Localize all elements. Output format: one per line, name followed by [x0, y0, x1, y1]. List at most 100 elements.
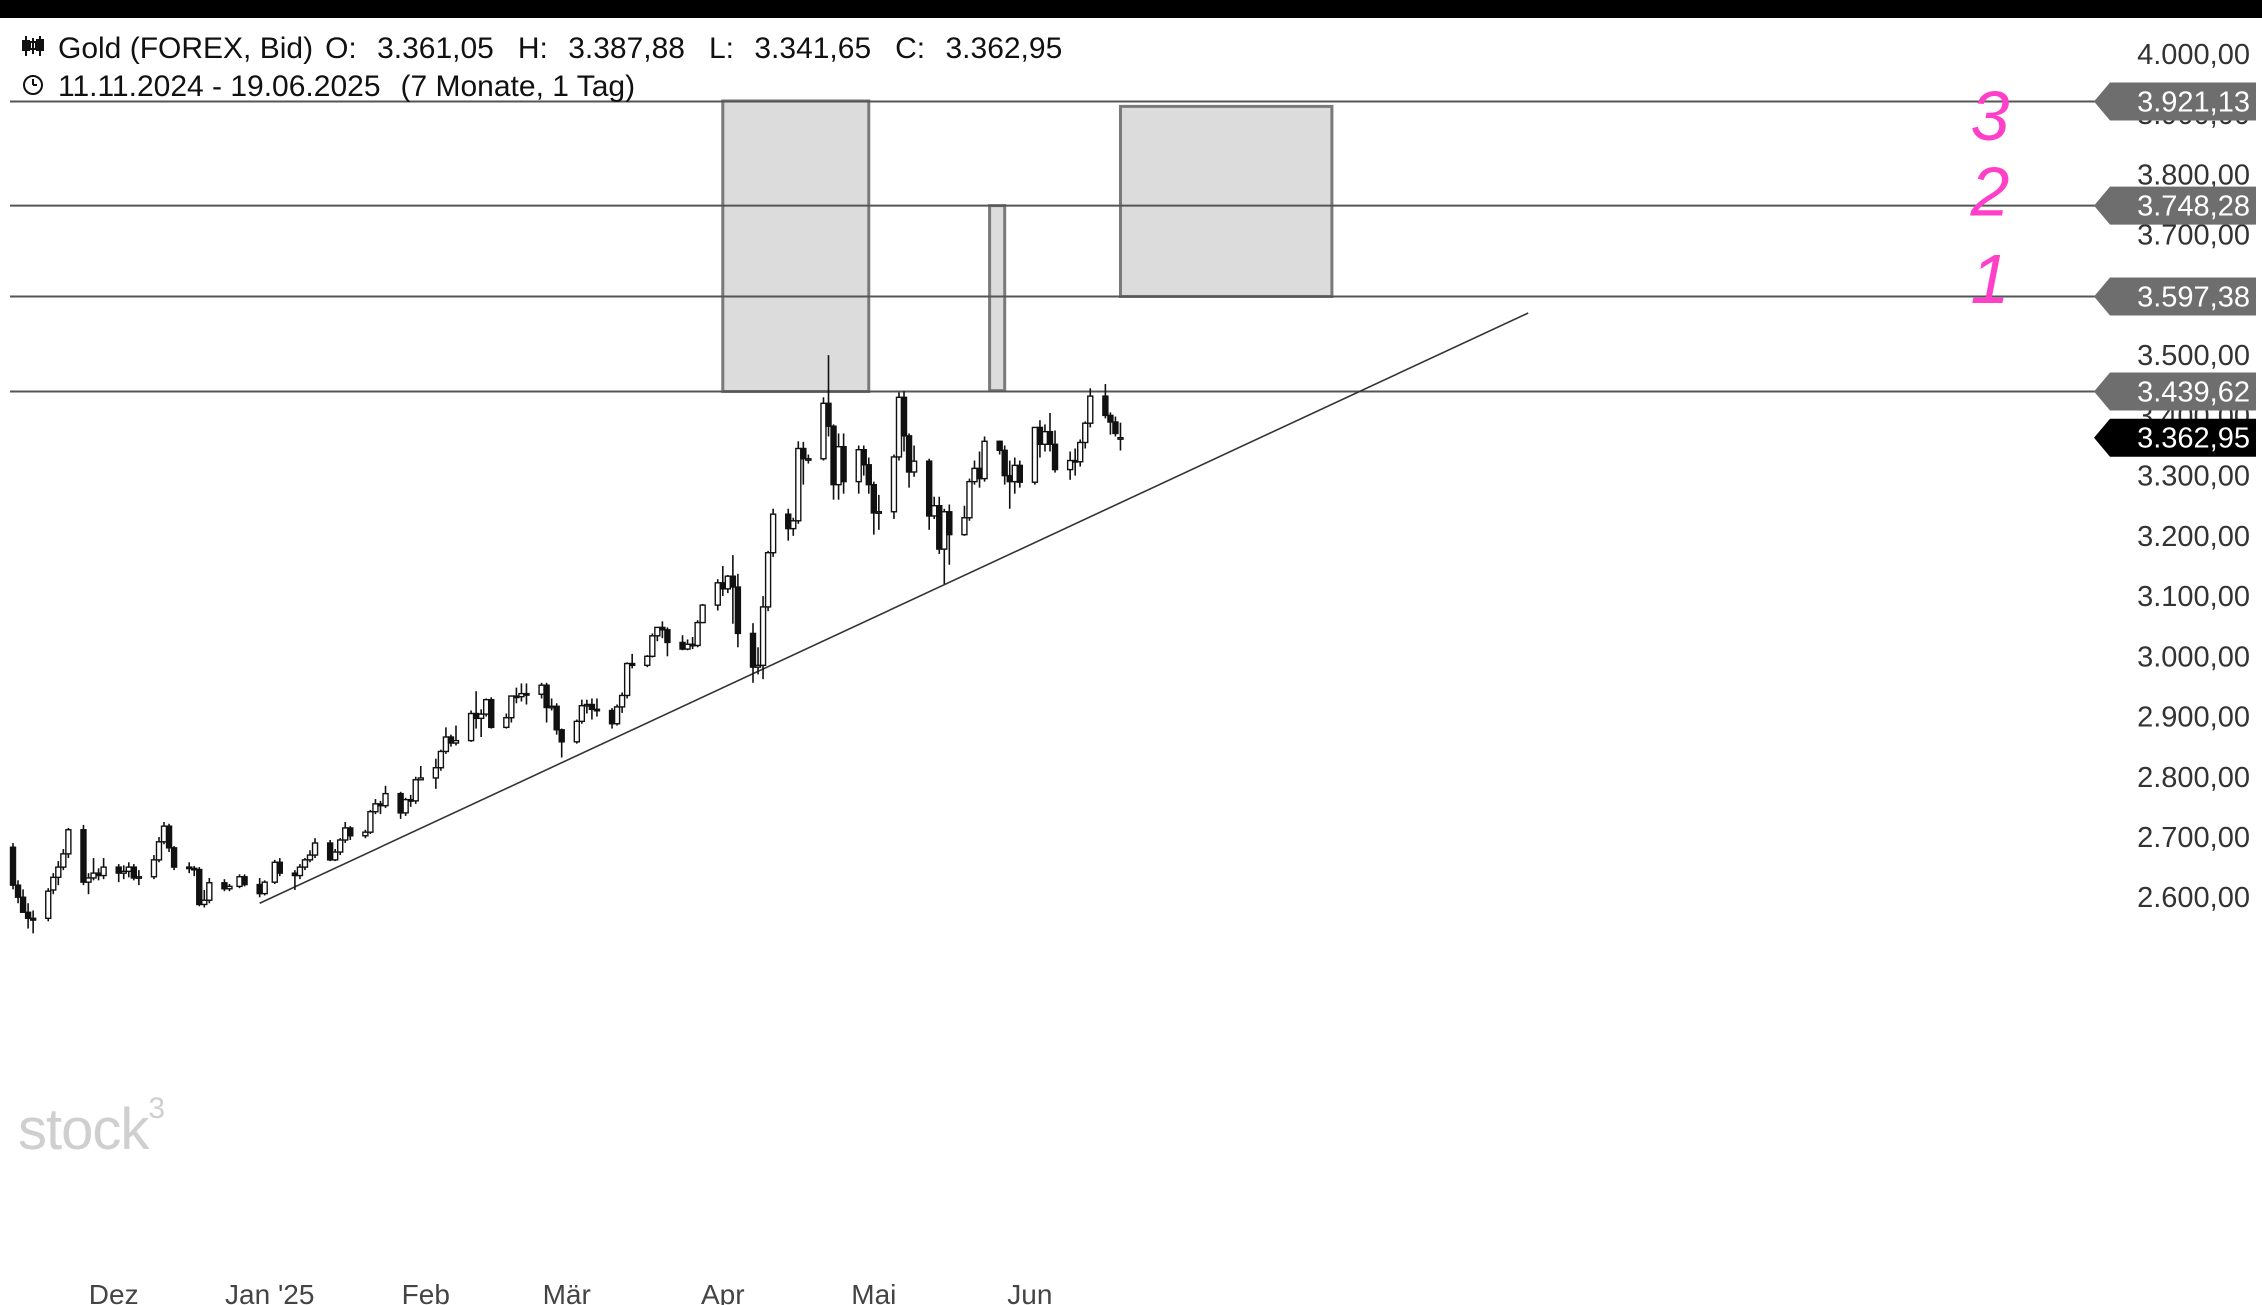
candle [337, 838, 344, 856]
candle [654, 626, 661, 642]
candle-body-up [90, 872, 97, 879]
candle-body-up [160, 825, 168, 843]
candle [24, 903, 32, 929]
candle-body-down [1016, 464, 1023, 483]
candle [1006, 460, 1013, 509]
candle-body-up [769, 513, 777, 554]
candle [628, 653, 636, 669]
candle [362, 829, 369, 839]
candle [1077, 439, 1084, 467]
candle [1117, 422, 1124, 451]
candle [548, 698, 555, 711]
y-tick-label: 2.900,00 [2137, 702, 2250, 734]
candle [795, 441, 802, 524]
candle [135, 870, 143, 886]
candle [890, 454, 898, 519]
candle [659, 621, 666, 639]
instrument-name[interactable]: Gold (FOREX, Bid) [58, 32, 314, 65]
candles-layer [9, 355, 1124, 934]
x-axis: Dez Jan '25 Feb Mär Apr Mai Jun [89, 1279, 1053, 1305]
candle-body-up [135, 876, 143, 879]
candle [976, 451, 983, 488]
candle [130, 864, 138, 881]
y-tick-label: 3.500,00 [2137, 340, 2250, 372]
chart-canvas[interactable]: 4.000,003.900,003.800,003.700,003.500,00… [0, 18, 2262, 1305]
candle [201, 889, 208, 908]
candle [55, 861, 62, 886]
candlestick-icon[interactable] [20, 30, 46, 68]
candle-body-down [326, 842, 334, 861]
candle-body-down [523, 692, 530, 696]
candle-body-up [578, 704, 586, 723]
candle [820, 397, 827, 461]
logo-text: stock [18, 1097, 149, 1162]
candle-body-down [191, 867, 198, 871]
candle [538, 682, 545, 699]
candle [805, 454, 812, 464]
candle-body-up [875, 511, 883, 514]
candle [588, 698, 596, 720]
candle-body-up [55, 866, 62, 879]
candle-body-down [719, 582, 726, 590]
y-tick-label: 3.800,00 [2137, 159, 2250, 191]
candle [508, 695, 515, 723]
candle [830, 424, 837, 500]
candle-body-down [513, 695, 520, 699]
candle [699, 603, 706, 624]
zone-box-2 [988, 204, 1007, 393]
trendline-layer [259, 312, 1529, 904]
date-range[interactable]: 11.11.2024 - 19.06.2025 [58, 70, 381, 103]
low-label: L: [708, 32, 735, 65]
candle-body-up [518, 692, 525, 698]
candle-body-up [1031, 426, 1039, 483]
candle [397, 791, 404, 819]
candle-body-up [548, 705, 555, 709]
candle [870, 481, 878, 535]
candle [941, 508, 948, 585]
candle [170, 846, 178, 871]
candle [1046, 412, 1054, 452]
candle [372, 799, 379, 815]
candle [523, 683, 530, 705]
candle [769, 508, 777, 557]
candle [1016, 460, 1023, 488]
candle [100, 858, 107, 880]
candle [1011, 457, 1018, 494]
candle [191, 865, 198, 877]
candle-body-up [442, 736, 450, 753]
candle [961, 505, 968, 536]
candle [664, 627, 671, 657]
candle-body-down [608, 709, 616, 725]
clock-icon[interactable] [20, 68, 46, 106]
candle-body-up [45, 890, 52, 920]
candle-body-down [1036, 426, 1044, 445]
candle-body-up [1087, 395, 1094, 424]
logo-sup: 3 [148, 1092, 165, 1125]
candle-body-down [830, 425, 837, 486]
candle [452, 725, 460, 746]
candle-body-up [503, 717, 510, 729]
candle-body-down [553, 705, 560, 731]
y-tick-label: 3.100,00 [2137, 581, 2250, 613]
candle [347, 826, 354, 841]
candle [331, 849, 339, 862]
candle-body-up [417, 777, 424, 781]
x-month-label: Dez [89, 1279, 139, 1305]
zone-box-3 [1118, 104, 1334, 298]
candle-body-up [50, 876, 57, 891]
candle [1087, 388, 1094, 428]
candle-body-up [337, 839, 344, 853]
candle [412, 776, 419, 804]
candle-body-down [377, 803, 384, 807]
candle [196, 867, 203, 907]
candle-body-up [895, 396, 903, 458]
candle-body-up [538, 684, 545, 695]
candle-body-up [1011, 464, 1018, 483]
y-tick-label: 2.600,00 [2137, 882, 2250, 914]
candle-body-up [1082, 422, 1089, 444]
stock3-logo: stock3 [18, 1092, 165, 1163]
candle-body-down [588, 703, 596, 711]
candle-body-down [14, 884, 22, 898]
candle [1036, 420, 1044, 458]
candle [558, 728, 565, 758]
